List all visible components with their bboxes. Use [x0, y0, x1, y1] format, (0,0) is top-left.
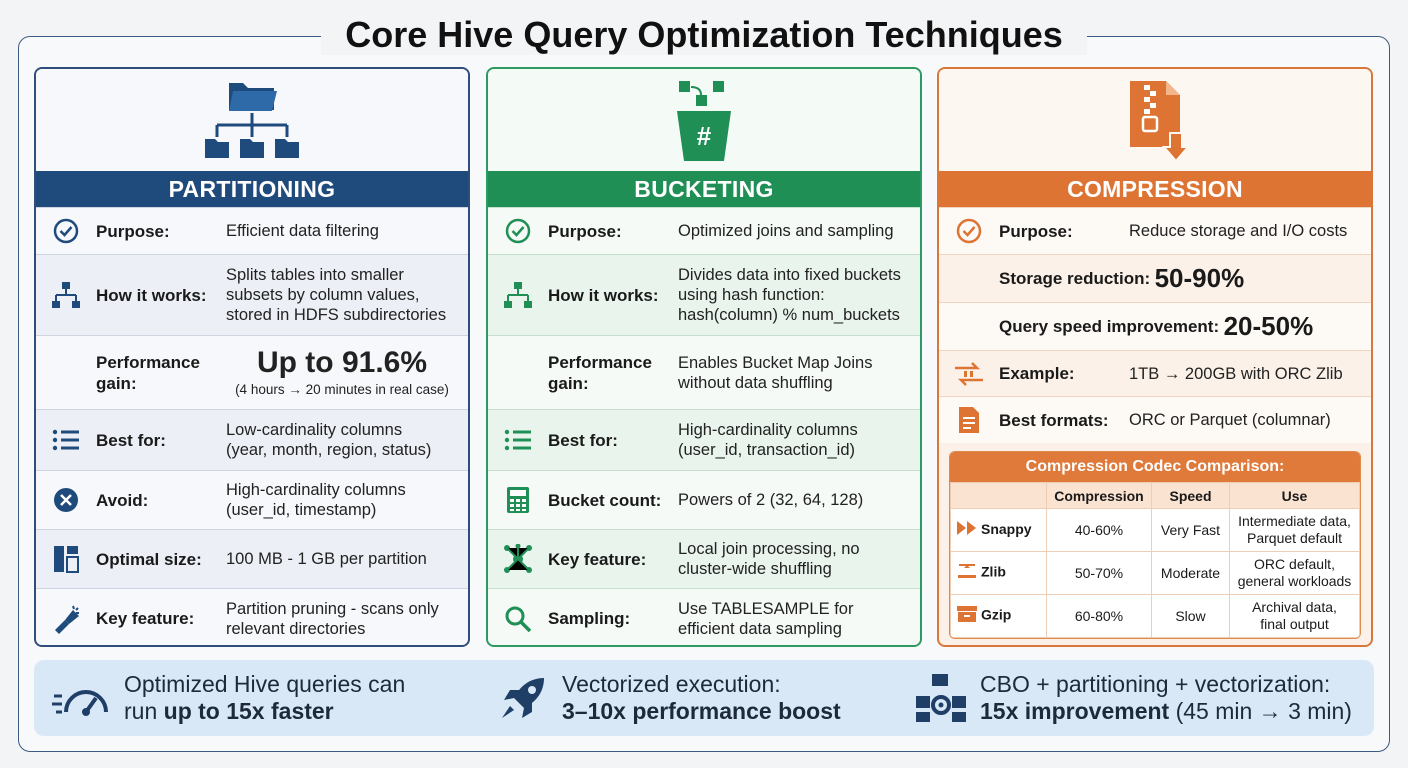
svg-text:#: #: [697, 121, 712, 151]
folder-tree-icon: [205, 83, 299, 158]
bucketing-count-row: Bucket count: Powers of 2 (32, 64, 128): [488, 470, 920, 529]
compression-storage-row: Storage reduction: 50-90%: [939, 254, 1371, 302]
codec-comparison-table: Compression Codec Comparison: Compressio…: [949, 451, 1361, 639]
layout-icon: [48, 544, 84, 574]
hierarchy-icon: [48, 280, 84, 310]
fast-forward-icon: [957, 521, 981, 539]
bucketing-how-row: How it works: Divides data into fixed bu…: [488, 254, 920, 335]
check-circle-icon: [48, 216, 84, 246]
bucketing-perf-row: Performance gain: Enables Bucket Map Join…: [488, 335, 920, 409]
bucketing-rows: Purpose: Optimized joins and sampling Ho…: [488, 207, 920, 645]
flashlight-icon: [48, 604, 84, 634]
table-row: Zlib 50-70% Moderate ORC default, general…: [950, 551, 1360, 595]
table-row: Snappy 40-60% Very Fast Intermediate dat…: [950, 508, 1360, 552]
partitioning-size-row: Optimal size: 100 MB - 1 GB per partitio…: [36, 529, 468, 588]
document-icon: [951, 405, 987, 435]
rocket-icon: [502, 678, 544, 718]
partitioning-best-row: Best for: Low-cardinality columns (year, …: [36, 409, 468, 470]
footer-speed-item: Optimized Hive queries can run up to 15x …: [52, 660, 405, 736]
x-circle-icon: [48, 485, 84, 515]
compression-illustration: [939, 69, 1371, 171]
bucketing-illustration: #: [488, 69, 920, 171]
page-title: Core Hive Query Optimization Techniques: [0, 14, 1408, 56]
list-icon: [500, 425, 536, 455]
footer-vectorized-item: Vectorized execution: 3–10x performance b…: [498, 660, 841, 736]
partitioning-illustration: [36, 69, 468, 171]
summary-footer: Optimized Hive queries can run up to 15x …: [34, 660, 1374, 736]
footer-cbo-item: CBO + partitioning + vectorization: 15x i…: [914, 660, 1352, 736]
transfer-arrows-icon: [951, 359, 987, 389]
table-row: Gzip 60-80% Slow Archival data, final out…: [950, 594, 1360, 638]
partitioning-perf-value: Up to 91.6%: [256, 345, 428, 379]
search-icon: [500, 604, 536, 634]
balance-icon: [957, 563, 981, 583]
partitioning-perf-row: Performance gain: Up to 91.6% (4 hours → 2…: [36, 335, 468, 409]
check-circle-icon: [500, 216, 536, 246]
compression-formats-row: Best formats: ORC or Parquet (columnar): [939, 396, 1371, 443]
speedometer-icon: [52, 690, 108, 716]
partitioning-rows: Purpose: Efficient data filtering How it…: [36, 207, 468, 645]
partitioning-banner: PARTITIONING: [36, 171, 468, 207]
calculator-icon: [500, 485, 536, 515]
compression-purpose-row: Purpose: Reduce storage and I/O costs: [939, 207, 1371, 254]
bucketing-purpose-row: Purpose: Optimized joins and sampling: [488, 207, 920, 254]
query-speed-value: 20-50%: [1223, 311, 1314, 341]
partitioning-panel: PARTITIONING Purpose: Efficient data fil…: [34, 67, 470, 647]
compression-rows: Purpose: Reduce storage and I/O costs St…: [939, 207, 1371, 443]
network-hub-icon: [500, 544, 536, 574]
bucketing-key-row: Key feature: Local join processing, no cl…: [488, 529, 920, 588]
bucketing-best-row: Best for: High-cardinality columns (user_…: [488, 409, 920, 470]
codec-header-row: Compression Speed Use: [950, 482, 1360, 509]
bucketing-panel: # BUCKETING Purpose: Optimized joins and…: [486, 67, 922, 647]
check-circle-icon: [951, 216, 987, 246]
partitioning-avoid-row: Avoid: High-cardinality columns (user_id,…: [36, 470, 468, 529]
partitioning-purpose-row: Purpose: Efficient data filtering: [36, 207, 468, 254]
compression-speed-row: Query speed improvement: 20-50%: [939, 302, 1371, 350]
bucket-hash-icon: #: [677, 81, 731, 161]
storage-reduction-value: 50-90%: [1154, 263, 1245, 293]
compression-banner: COMPRESSION: [939, 171, 1371, 207]
list-icon: [48, 425, 84, 455]
zip-file-icon: [1130, 81, 1190, 163]
compression-example-row: Example: 1TB → 200GB with ORC Zlib: [939, 350, 1371, 396]
gear-blocks-icon: [916, 674, 966, 722]
bucketing-banner: BUCKETING: [488, 171, 920, 207]
compression-panel: COMPRESSION Purpose: Reduce storage and …: [937, 67, 1373, 647]
hierarchy-icon: [500, 280, 536, 310]
partitioning-key-row: Key feature: Partition pruning - scans o…: [36, 588, 468, 645]
partitioning-how-row: How it works: Splits tables into smaller…: [36, 254, 468, 335]
archive-box-icon: [957, 606, 981, 626]
bucketing-sampling-row: Sampling: Use TABLESAMPLE for efficient d…: [488, 588, 920, 645]
